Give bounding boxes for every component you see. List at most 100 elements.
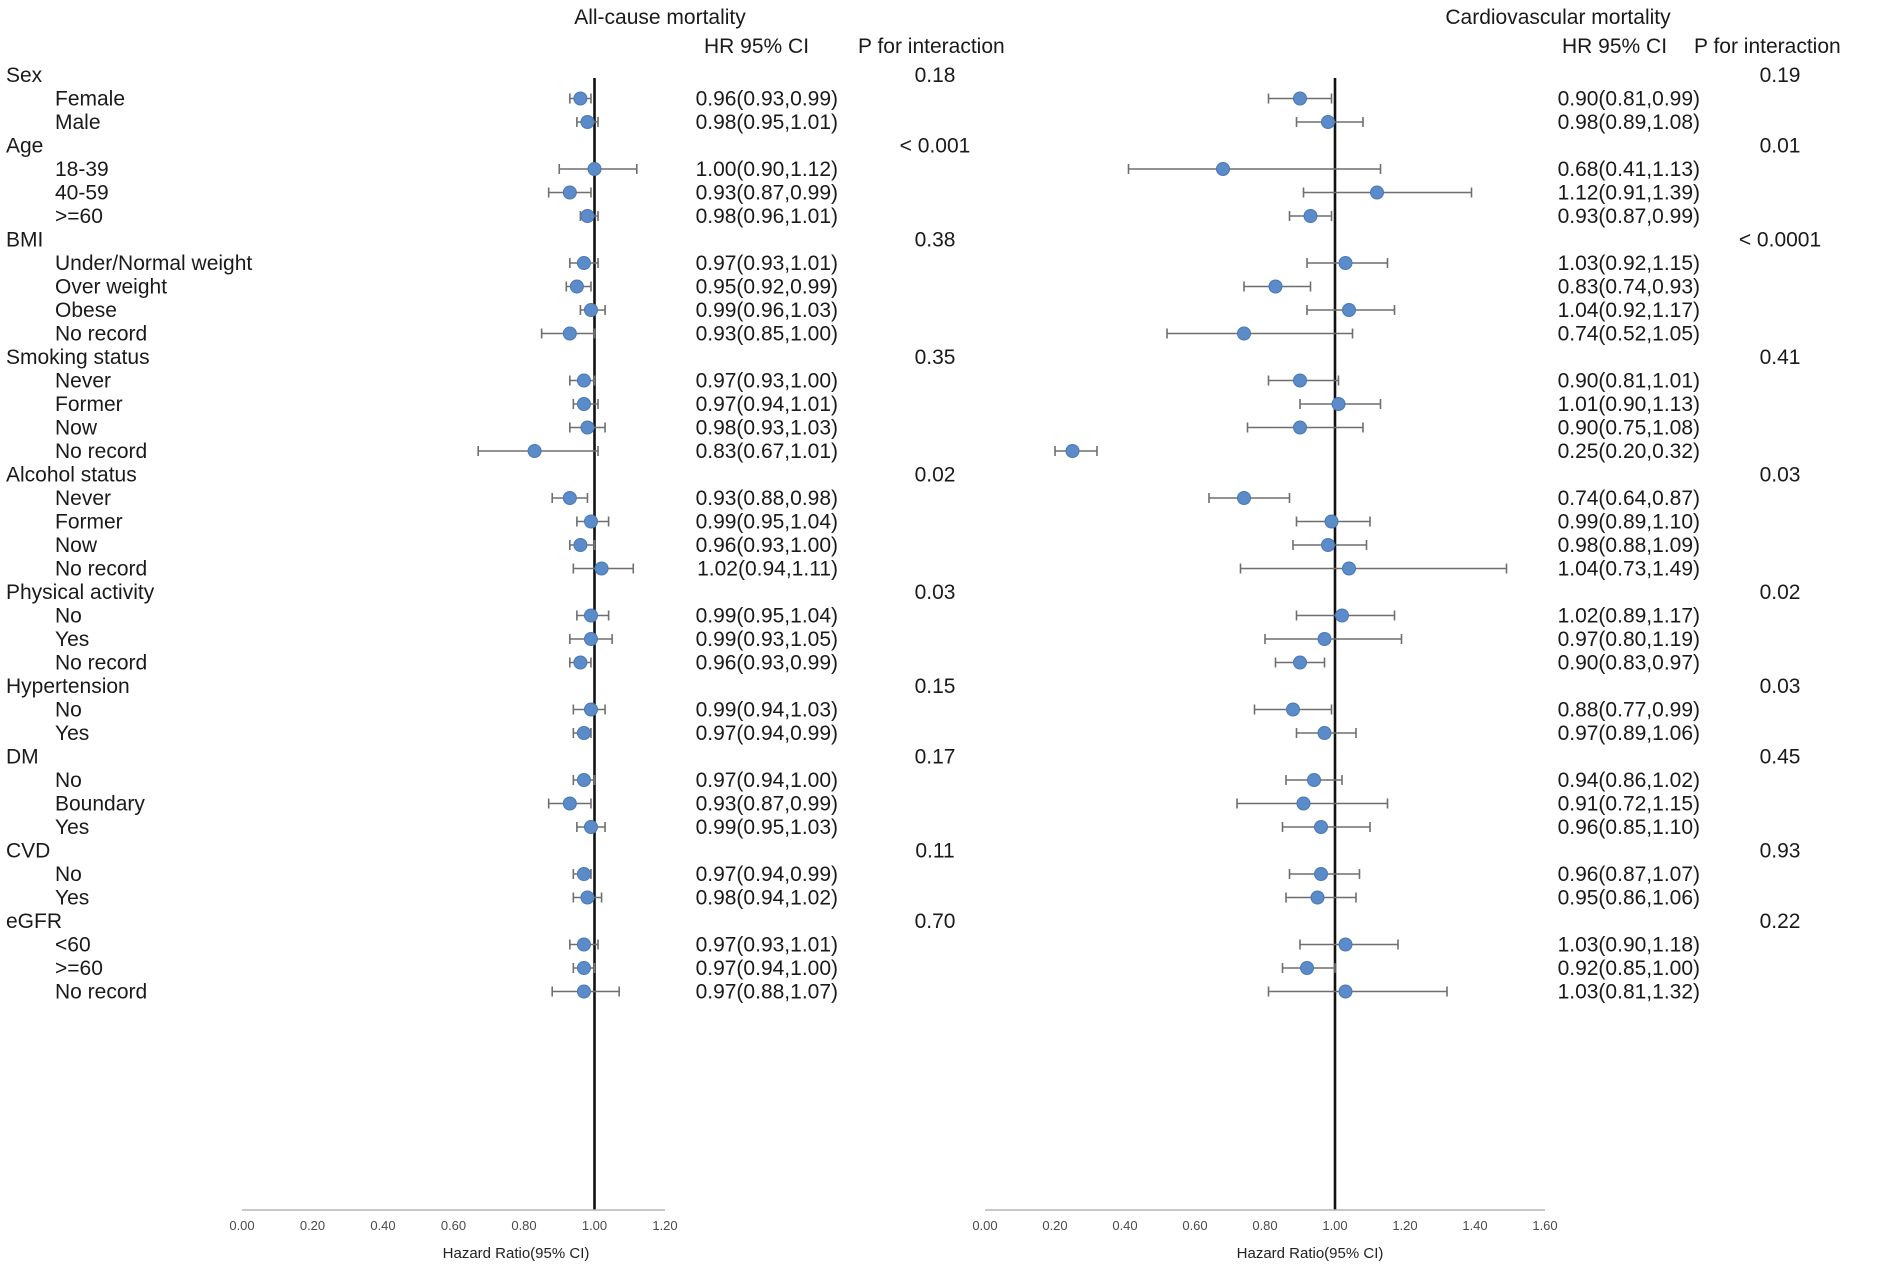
p-value: 0.35 [915,346,956,369]
p-value: 0.03 [915,581,956,604]
hr-point [1216,162,1230,176]
subgroup-label: >=60 [55,957,103,980]
hr-ci-value: 0.97(0.93,1.00) [696,370,838,393]
hr-point [1065,444,1080,458]
p-value: 0.19 [1760,64,1801,87]
hr-point [1307,773,1321,787]
subgroup-label: Over weight [55,276,167,299]
p-interaction-header: P for interaction [858,35,1005,58]
hr-ci-value: 0.93(0.87,0.99) [696,182,838,205]
subgroup-label: Obese [55,299,117,322]
hr-ci-value: 0.98(0.88,1.09) [1558,534,1700,557]
subgroup-label: Never [55,370,111,393]
hr-point [1342,561,1356,576]
hr-point [1324,514,1339,529]
hr-point [587,162,602,176]
hr-ci-value: 0.99(0.93,1.05) [696,628,838,651]
p-value: 0.02 [1760,581,1801,604]
group-label: Alcohol status [6,464,137,487]
hr-point [1293,91,1307,106]
hr-point [576,726,591,740]
hr-ci-value: 0.95(0.86,1.06) [1558,887,1700,910]
subgroup-label: 18-39 [55,158,109,181]
x-tick-label: 0.80 [511,1218,536,1233]
hr-point [583,608,598,623]
hr-ci-value: 0.25(0.20,0.32) [1558,440,1700,463]
hr-point [1296,796,1311,811]
hr-ci-value: 0.98(0.94,1.02) [696,887,838,910]
hr-ci-value: 0.93(0.87,0.99) [1558,205,1700,228]
subgroup-label: No record [55,323,147,346]
hr-point [576,961,591,975]
x-tick-label: 1.20 [1392,1218,1417,1233]
hr-ci-value: 0.98(0.95,1.01) [696,111,838,134]
p-value: 0.02 [915,464,956,487]
hr-point [576,867,591,881]
group-label: Age [6,135,43,158]
hr-ci-value: 0.95(0.92,0.99) [696,276,838,299]
hr-ci-value: 0.97(0.89,1.06) [1558,722,1700,745]
hr-point [583,632,598,646]
hr-ci-value: 0.99(0.95,1.04) [696,605,838,628]
hr-ci-value: 1.12(0.91,1.39) [1558,182,1700,205]
group-label: Sex [6,64,43,87]
hr-point [583,514,598,529]
subgroup-label: No [55,605,82,628]
hr-ci-value: 1.03(0.90,1.18) [1558,934,1700,957]
hr-point [1321,115,1335,129]
hr-point [580,115,595,129]
subgroup-label: Yes [55,628,89,651]
hr-ci-value: 1.04(0.92,1.17) [1558,299,1700,322]
p-value: 0.45 [1760,746,1801,769]
hr-ci-value: 0.97(0.93,1.01) [696,252,838,275]
subgroup-label: Former [55,393,123,416]
panel-title: All-cause mortality [574,6,746,29]
x-tick-label: 1.00 [582,1218,607,1233]
hr-ci-value: 0.74(0.52,1.05) [1558,323,1700,346]
hr-ci-value: 0.99(0.89,1.10) [1558,511,1700,534]
hr-ci-value: 0.90(0.83,0.97) [1558,652,1700,675]
hr-ci-value: 0.91(0.72,1.15) [1558,793,1700,816]
hr-point [1314,867,1328,881]
subgroup-label: Yes [55,887,89,910]
hr-ci-value: 0.99(0.95,1.04) [696,511,838,534]
hr-point [583,303,598,317]
panel-title: Cardiovascular mortality [1445,6,1671,29]
hr-ci-value: 0.97(0.94,0.99) [696,863,838,886]
p-interaction-header: P for interaction [1694,35,1841,58]
x-tick-label: 0.60 [441,1218,466,1233]
subgroup-label: Former [55,511,123,534]
subgroup-label: 40-59 [55,182,109,205]
hr-ci-value: 0.97(0.94,1.00) [696,769,838,792]
hr-point [1317,726,1332,740]
subgroup-label: No [55,769,82,792]
subgroup-label: Yes [55,816,89,839]
subgroup-label: Boundary [55,793,145,816]
hr-point [562,185,577,200]
hr-point [573,538,588,552]
subgroup-label: No record [55,558,147,581]
x-tick-label: 0.40 [1112,1218,1137,1233]
hr-point [576,397,591,411]
hr-ci-value: 0.88(0.77,0.99) [1558,699,1700,722]
group-label: CVD [6,840,50,863]
hr-point [1303,209,1318,223]
hr-point [527,444,542,458]
hr-ci-value: 0.96(0.93,1.00) [696,534,838,557]
p-value: 0.41 [1760,346,1801,369]
hr-point [1370,185,1384,200]
hr-ci-value: 1.03(0.92,1.15) [1558,252,1700,275]
hr-point [562,491,577,505]
x-tick-label: 1.40 [1462,1218,1487,1233]
hr-point [1342,303,1356,317]
hr-ci-value: 0.93(0.88,0.98) [696,487,838,510]
p-value: 0.15 [915,675,956,698]
group-label: Smoking status [6,346,150,369]
subgroup-label: No [55,863,82,886]
hr-ci-value: 0.97(0.94,0.99) [696,722,838,745]
hr-ci-value: 1.02(0.89,1.17) [1558,605,1700,628]
hr-ci-header: HR 95% CI [1562,35,1667,58]
hr-ci-value: 1.04(0.73,1.49) [1558,558,1700,581]
x-tick-label: 0.40 [370,1218,395,1233]
